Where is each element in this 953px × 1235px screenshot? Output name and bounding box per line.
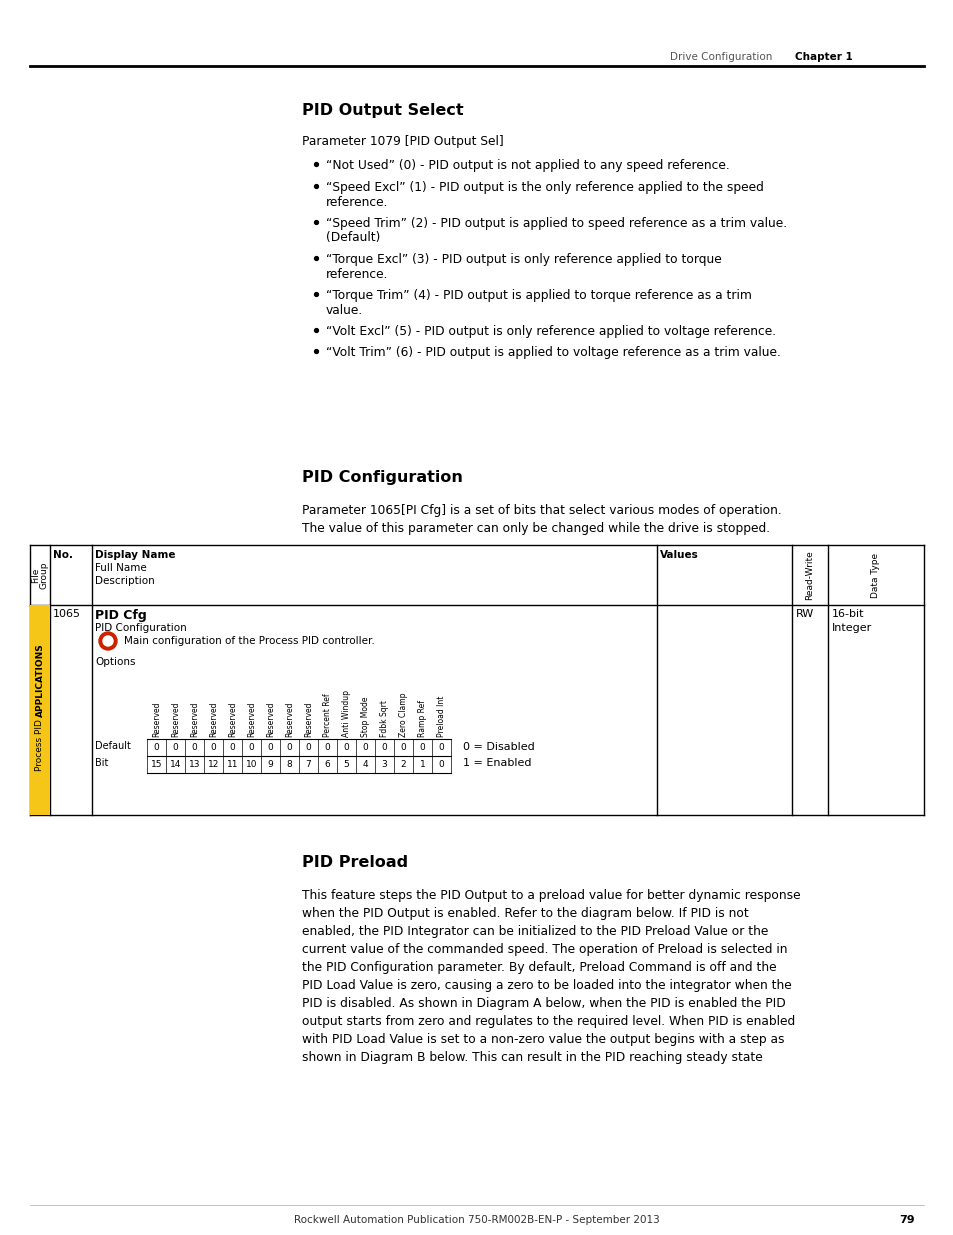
Text: 12: 12	[208, 760, 219, 769]
Text: 10: 10	[246, 760, 257, 769]
Text: 0: 0	[438, 743, 444, 752]
Text: “Volt Excl” (5) - PID output is only reference applied to voltage reference.: “Volt Excl” (5) - PID output is only ref…	[326, 325, 776, 337]
Circle shape	[103, 636, 112, 646]
Text: 0: 0	[343, 743, 349, 752]
Text: 0: 0	[419, 743, 425, 752]
Text: 0: 0	[268, 743, 274, 752]
Text: 13: 13	[189, 760, 200, 769]
Text: Chapter 1: Chapter 1	[794, 52, 852, 62]
Text: Stop Mode: Stop Mode	[360, 697, 370, 737]
Text: 0: 0	[438, 760, 444, 769]
Text: 0: 0	[230, 743, 235, 752]
Text: 0: 0	[211, 743, 216, 752]
Text: APPLICATIONS: APPLICATIONS	[35, 643, 45, 716]
Text: Read-Write: Read-Write	[804, 550, 814, 600]
Text: Options: Options	[95, 657, 135, 667]
Text: 0: 0	[362, 743, 368, 752]
Text: 0: 0	[249, 743, 254, 752]
Text: 0: 0	[305, 743, 311, 752]
Text: “Torque Excl” (3) - PID output is only reference applied to torque
reference.: “Torque Excl” (3) - PID output is only r…	[326, 252, 721, 280]
Text: Group: Group	[39, 561, 49, 589]
Bar	[30, 605, 50, 815]
Text: 0: 0	[286, 743, 292, 752]
Text: 5: 5	[343, 760, 349, 769]
Text: 8: 8	[286, 760, 292, 769]
Text: RW: RW	[795, 609, 814, 619]
Text: Preload Int: Preload Int	[436, 695, 446, 737]
Text: 0: 0	[153, 743, 159, 752]
Text: Default: Default	[95, 741, 131, 751]
Text: 11: 11	[227, 760, 238, 769]
Text: Reserved: Reserved	[209, 701, 218, 737]
Text: 0: 0	[172, 743, 178, 752]
Text: “Not Used” (0) - PID output is not applied to any speed reference.: “Not Used” (0) - PID output is not appli…	[326, 159, 729, 172]
Text: 1065: 1065	[53, 609, 81, 619]
Text: 1: 1	[419, 760, 425, 769]
Text: Reserved: Reserved	[228, 701, 236, 737]
Text: Anti Windup: Anti Windup	[341, 690, 351, 737]
Text: PID Preload: PID Preload	[302, 855, 408, 869]
Text: “Speed Excl” (1) - PID output is the only reference applied to the speed
referen: “Speed Excl” (1) - PID output is the onl…	[326, 180, 763, 209]
Text: Values: Values	[659, 550, 698, 559]
Text: Reserved: Reserved	[285, 701, 294, 737]
Text: 9: 9	[268, 760, 274, 769]
Text: 0 = Disabled
1 = Enabled: 0 = Disabled 1 = Enabled	[462, 742, 535, 768]
Text: PID Configuration: PID Configuration	[302, 471, 462, 485]
Text: Reserved: Reserved	[247, 701, 255, 737]
Text: Rockwell Automation Publication 750-RM002B-EN-P - September 2013: Rockwell Automation Publication 750-RM00…	[294, 1215, 659, 1225]
Text: Parameter 1065[PI Cfg] is a set of bits that select various modes of operation.
: Parameter 1065[PI Cfg] is a set of bits …	[302, 504, 781, 535]
Text: 2: 2	[400, 760, 406, 769]
Text: 0: 0	[381, 743, 387, 752]
Text: 7: 7	[305, 760, 311, 769]
Text: This feature steps the PID Output to a preload value for better dynamic response: This feature steps the PID Output to a p…	[302, 889, 800, 1065]
Text: Reserved: Reserved	[304, 701, 313, 737]
Text: Ramp Ref: Ramp Ref	[417, 700, 427, 737]
Text: Percent Ref: Percent Ref	[323, 693, 332, 737]
Text: Main configuration of the Process PID controller.: Main configuration of the Process PID co…	[124, 636, 375, 646]
Text: File: File	[31, 567, 40, 583]
Text: Full Name: Full Name	[95, 563, 147, 573]
Text: Reserved: Reserved	[266, 701, 274, 737]
Text: Drive Configuration: Drive Configuration	[669, 52, 772, 62]
Text: Description: Description	[95, 576, 154, 585]
Text: 0: 0	[324, 743, 330, 752]
Circle shape	[99, 632, 117, 650]
Text: 14: 14	[170, 760, 181, 769]
Text: “Volt Trim” (6) - PID output is applied to voltage reference as a trim value.: “Volt Trim” (6) - PID output is applied …	[326, 346, 781, 359]
Text: 6: 6	[324, 760, 330, 769]
Text: 4: 4	[362, 760, 368, 769]
Text: Display Name: Display Name	[95, 550, 175, 559]
Text: “Speed Trim” (2) - PID output is applied to speed reference as a trim value.
(De: “Speed Trim” (2) - PID output is applied…	[326, 216, 786, 245]
Text: Process PID: Process PID	[35, 719, 45, 771]
Text: 79: 79	[899, 1215, 914, 1225]
Text: No.: No.	[53, 550, 73, 559]
Text: Fdbk Sqrt: Fdbk Sqrt	[379, 700, 389, 737]
Text: Parameter 1079 [PID Output Sel]: Parameter 1079 [PID Output Sel]	[302, 135, 503, 148]
Text: PID Output Select: PID Output Select	[302, 103, 463, 119]
Text: 0: 0	[192, 743, 197, 752]
Text: Zero Clamp: Zero Clamp	[398, 693, 408, 737]
Text: Reserved: Reserved	[152, 701, 161, 737]
Text: PID Configuration: PID Configuration	[95, 622, 187, 634]
Text: Data Type: Data Type	[871, 552, 880, 598]
Text: 15: 15	[151, 760, 162, 769]
Text: 3: 3	[381, 760, 387, 769]
Text: Reserved: Reserved	[190, 701, 199, 737]
Text: Bit: Bit	[95, 758, 109, 768]
Text: “Torque Trim” (4) - PID output is applied to torque reference as a trim
value.: “Torque Trim” (4) - PID output is applie…	[326, 289, 751, 316]
Text: Reserved: Reserved	[171, 701, 180, 737]
Text: 16-bit
Integer: 16-bit Integer	[831, 609, 871, 634]
Text: PID Cfg: PID Cfg	[95, 609, 147, 622]
Text: 0: 0	[400, 743, 406, 752]
